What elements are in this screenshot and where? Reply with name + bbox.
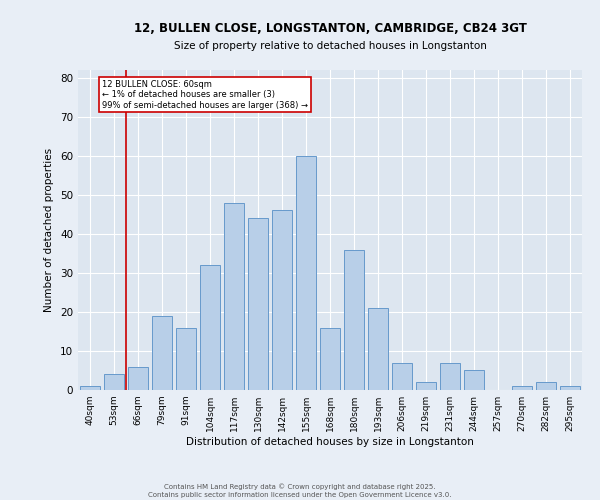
Bar — [512, 386, 532, 390]
Text: 12 BULLEN CLOSE: 60sqm
← 1% of detached houses are smaller (3)
99% of semi-detac: 12 BULLEN CLOSE: 60sqm ← 1% of detached … — [102, 80, 308, 110]
Text: 12, BULLEN CLOSE, LONGSTANTON, CAMBRIDGE, CB24 3GT: 12, BULLEN CLOSE, LONGSTANTON, CAMBRIDGE… — [134, 22, 526, 36]
Bar — [440, 362, 460, 390]
Bar — [320, 328, 340, 390]
Bar — [296, 156, 316, 390]
Bar — [104, 374, 124, 390]
Bar — [248, 218, 268, 390]
X-axis label: Distribution of detached houses by size in Longstanton: Distribution of detached houses by size … — [186, 437, 474, 447]
Bar — [80, 386, 100, 390]
Bar — [176, 328, 196, 390]
Bar — [152, 316, 172, 390]
Bar — [416, 382, 436, 390]
Text: Contains HM Land Registry data © Crown copyright and database right 2025.
Contai: Contains HM Land Registry data © Crown c… — [148, 484, 452, 498]
Bar — [224, 202, 244, 390]
Text: Size of property relative to detached houses in Longstanton: Size of property relative to detached ho… — [173, 41, 487, 51]
Bar — [128, 366, 148, 390]
Bar — [272, 210, 292, 390]
Bar — [536, 382, 556, 390]
Bar — [392, 362, 412, 390]
Bar — [344, 250, 364, 390]
Bar — [560, 386, 580, 390]
Bar — [368, 308, 388, 390]
Bar — [200, 265, 220, 390]
Y-axis label: Number of detached properties: Number of detached properties — [44, 148, 55, 312]
Bar — [464, 370, 484, 390]
